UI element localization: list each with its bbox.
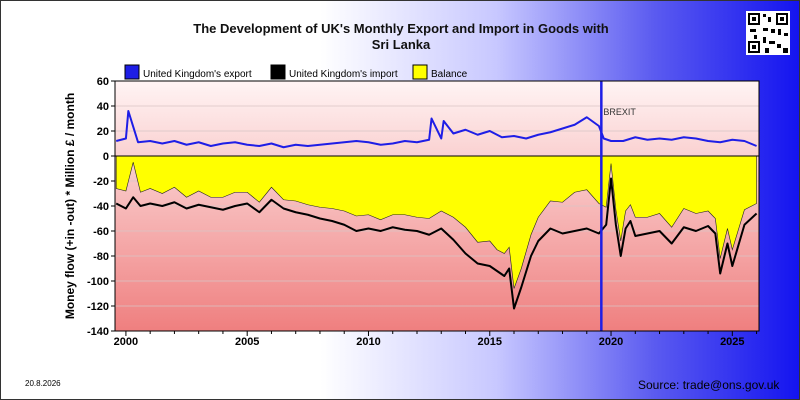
balance-area bbox=[115, 155, 757, 289]
x-tick-label: 2005 bbox=[235, 336, 259, 348]
y-axis-label: Money flow (+in -out) * Million £ / mont… bbox=[63, 93, 77, 319]
chart-title-line1: The Development of UK's Monthly Export a… bbox=[193, 21, 609, 36]
y-tick-label: -100 bbox=[87, 276, 109, 288]
x-tick-label: 2000 bbox=[114, 336, 138, 348]
plot-border bbox=[114, 80, 760, 332]
x-tick-label: 2015 bbox=[478, 336, 502, 348]
legend-label: Balance bbox=[431, 69, 468, 80]
x-tick-label: 2025 bbox=[720, 336, 744, 348]
export-series-line bbox=[115, 110, 757, 149]
legend-label: United Kingdom's export bbox=[143, 69, 252, 80]
y-tick-label: -140 bbox=[87, 326, 109, 338]
y-tick-label: 0 bbox=[103, 151, 109, 163]
y-tick-label: -120 bbox=[87, 301, 109, 313]
chart-title: The Development of UK's Monthly Export a… bbox=[181, 21, 621, 53]
date-stamp: 20.8.2026 bbox=[25, 379, 61, 388]
qr-code-icon bbox=[746, 11, 790, 55]
y-tick-label: -40 bbox=[93, 201, 109, 213]
source-credit: Source: trade@ons.gov.uk bbox=[638, 378, 780, 392]
y-tick-label: 60 bbox=[97, 76, 109, 88]
y-tick-label: 40 bbox=[97, 101, 109, 113]
chart-title-line2: Sri Lanka bbox=[371, 37, 431, 52]
x-tick-label: 2020 bbox=[599, 336, 623, 348]
legend-swatch bbox=[124, 64, 140, 80]
legend-swatch bbox=[270, 64, 286, 80]
brexit-label: BREXIT bbox=[603, 107, 636, 117]
y-tick-label: -20 bbox=[93, 176, 109, 188]
y-tick-label: 20 bbox=[97, 126, 109, 138]
plot-area bbox=[115, 81, 759, 331]
legend-label: United Kingdom's import bbox=[289, 69, 398, 80]
import-series-line bbox=[115, 177, 758, 310]
x-tick-label: 2010 bbox=[356, 336, 380, 348]
legend-swatch bbox=[412, 64, 428, 80]
y-tick-label: -80 bbox=[93, 251, 109, 263]
y-tick-label: -60 bbox=[93, 226, 109, 238]
